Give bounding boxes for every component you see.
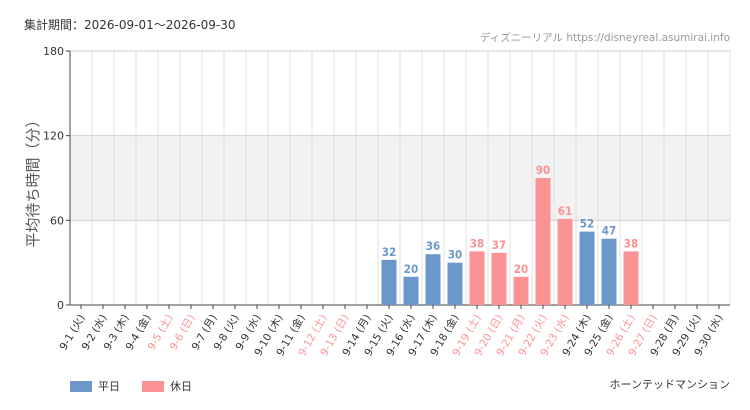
bar [447, 262, 463, 305]
data-label: 20 [404, 262, 418, 276]
bar [381, 259, 397, 305]
data-label: 52 [580, 217, 594, 231]
data-label: 20 [514, 262, 528, 276]
bar [469, 251, 485, 305]
data-label: 37 [492, 238, 506, 252]
legend-weekday: 平日 [70, 378, 120, 394]
y-tick-label: 180 [43, 45, 64, 58]
data-label: 47 [602, 224, 616, 238]
bar [557, 218, 573, 305]
bar [579, 231, 595, 305]
data-label: 38 [624, 236, 638, 250]
data-label: 90 [536, 163, 550, 177]
period-label: 集計期間：2026-09-01～2026-09-30 [24, 18, 236, 32]
y-tick-label: 120 [43, 130, 64, 143]
bar [513, 276, 529, 305]
y-tick-label: 60 [50, 214, 64, 227]
data-label: 36 [426, 239, 440, 253]
legend-weekday-label: 平日 [98, 380, 120, 393]
facility-name: ホーンテッドマンション [609, 378, 730, 391]
bar [535, 178, 551, 305]
legend-holiday-swatch [142, 380, 164, 392]
data-label: 61 [558, 204, 572, 218]
data-label: 30 [448, 248, 462, 262]
data-label: 38 [470, 236, 484, 250]
y-axis-label: 平均待ち時間（分） [24, 112, 42, 247]
bar [491, 252, 507, 305]
legend-holiday-label: 休日 [170, 380, 192, 393]
bar [403, 276, 419, 305]
bar [425, 254, 441, 305]
bar [601, 238, 617, 305]
y-tick-label: 0 [57, 299, 64, 312]
legend-weekday-swatch [70, 380, 92, 392]
bar [623, 251, 639, 305]
source-credit: ディズニーリアル https://disneyreal.asumirai.inf… [479, 32, 730, 44]
legend-holiday: 休日 [142, 378, 192, 394]
legend: 平日 休日 [70, 378, 192, 394]
data-label: 32 [382, 245, 396, 259]
